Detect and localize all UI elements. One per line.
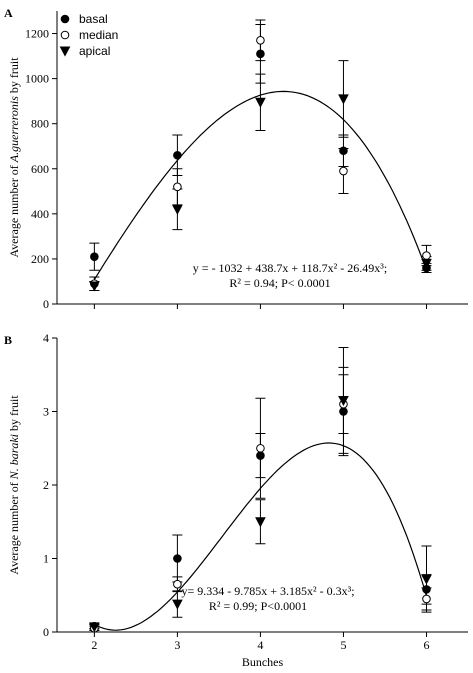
marker xyxy=(256,443,265,453)
y-axis-label: Average number of A.guerreronis by fruit xyxy=(7,57,21,258)
legend-label: basal xyxy=(79,12,108,26)
marker xyxy=(339,146,348,156)
marker xyxy=(172,204,183,215)
x-tick-label: 5 xyxy=(340,638,346,652)
x-tick-label: 3 xyxy=(174,638,180,652)
x-tick-label: 2 xyxy=(91,638,97,652)
marker xyxy=(173,182,182,192)
legend-marker xyxy=(59,46,71,57)
legend-marker xyxy=(60,30,70,40)
panel-label: A xyxy=(4,6,13,20)
marker xyxy=(338,94,349,105)
marker xyxy=(422,594,431,604)
marker xyxy=(421,574,432,585)
marker xyxy=(173,554,182,563)
legend-marker xyxy=(60,14,70,24)
legend-label: apical xyxy=(79,44,110,58)
y-tick-label: 3 xyxy=(43,405,49,419)
y-tick-label: 600 xyxy=(31,162,49,176)
y-axis-label-part: N. baraki xyxy=(7,434,21,480)
y-tick-label: 200 xyxy=(31,252,49,266)
x-tick-label: 4 xyxy=(257,638,263,652)
y-tick-label: 400 xyxy=(31,207,49,221)
y-tick-label: 1000 xyxy=(25,72,49,86)
marker xyxy=(256,36,265,45)
marker xyxy=(173,579,182,589)
marker xyxy=(89,622,100,633)
marker xyxy=(255,97,266,108)
y-axis-label-part: by fruit xyxy=(7,395,21,434)
fit-stats: R² = 0.94; P< 0.0001 xyxy=(229,276,330,290)
marker xyxy=(172,599,183,610)
y-axis-label-part: Average number of xyxy=(7,479,21,574)
y-axis-label-part: Average number of xyxy=(7,162,21,257)
x-tick-label: 6 xyxy=(423,638,429,652)
panel-label: B xyxy=(4,333,12,347)
y-tick-label: 0 xyxy=(43,625,49,639)
y-tick-label: 1200 xyxy=(25,27,49,41)
y-tick-label: 1 xyxy=(43,552,49,566)
equation: y = - 1032 + 438.7x + 118.7x² - 26.49x³; xyxy=(193,261,387,275)
marker xyxy=(338,395,349,407)
y-tick-label: 0 xyxy=(43,297,49,311)
legend-label: median xyxy=(79,28,118,42)
marker xyxy=(255,517,266,528)
marker xyxy=(422,585,431,594)
marker xyxy=(89,281,100,292)
y-tick-label: 2 xyxy=(43,478,49,492)
y-axis-label-part: A.guerreronis xyxy=(7,96,21,163)
marker xyxy=(90,252,99,261)
x-axis-label: Bunches xyxy=(242,655,284,669)
fit-stats: R² = 0.99; P<0.0001 xyxy=(209,599,307,613)
y-axis-label: Average number of N. baraki by fruit xyxy=(7,395,21,575)
equation: y= 9.334 - 9.785x + 3.185x² - 0.3x³; xyxy=(181,584,354,598)
marker xyxy=(421,258,432,269)
marker xyxy=(256,451,265,460)
y-tick-label: 800 xyxy=(31,117,49,131)
marker xyxy=(422,251,431,260)
marker xyxy=(173,150,182,160)
marker xyxy=(339,166,348,176)
y-axis-label-part: by fruit xyxy=(7,57,21,96)
marker xyxy=(339,407,348,416)
y-tick-label: 4 xyxy=(43,331,49,345)
marker xyxy=(256,49,265,59)
